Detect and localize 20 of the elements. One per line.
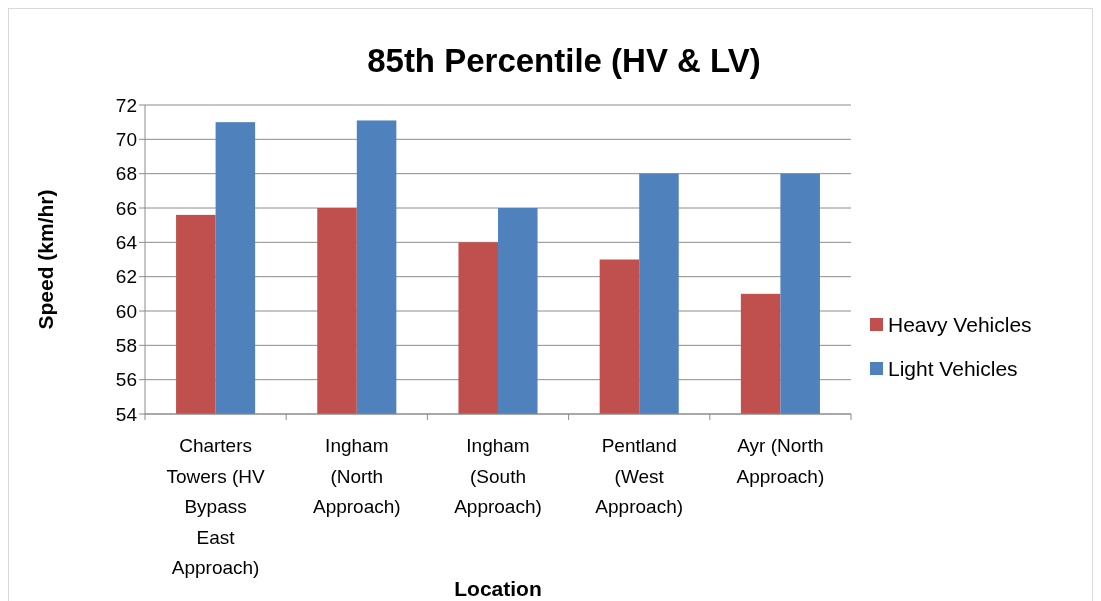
y-tick-label: 60 <box>115 300 137 322</box>
y-tick-label: 72 <box>115 94 137 116</box>
y-tick-label: 70 <box>115 128 137 150</box>
legend-label: Heavy Vehicles <box>888 313 1032 337</box>
x-tick-label: Ingham (South Approach) <box>454 435 542 517</box>
x-axis-title: Location <box>454 577 542 600</box>
chart-title: 85th Percentile (HV & LV) <box>367 42 761 79</box>
y-tick-label: 62 <box>115 266 137 288</box>
y-tick-label: 58 <box>115 334 137 356</box>
x-tick-label: Ingham (North Approach) <box>312 435 401 517</box>
x-tick-label: Ayr (North Approach) <box>736 435 825 487</box>
x-tick-label: Charters Towers (HV Bypass East Approach) <box>166 435 266 578</box>
y-tick-label: 68 <box>115 163 137 185</box>
y-tick-label: 64 <box>115 231 138 253</box>
legend-label: Light Vehicles <box>888 357 1018 381</box>
y-tick-label: 56 <box>115 369 137 391</box>
y-tick-label: 54 <box>115 403 138 425</box>
x-tick-label: Pentland (West Approach) <box>595 435 684 517</box>
y-axis-title: Speed (km/hr) <box>34 189 57 330</box>
y-tick-label: 66 <box>115 197 137 219</box>
